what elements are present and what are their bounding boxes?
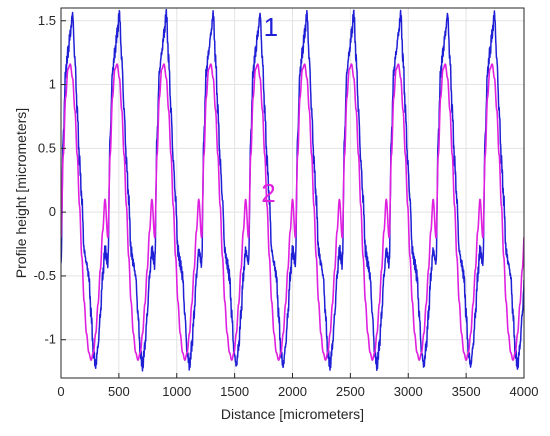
x-tick-label: 3500 bbox=[452, 384, 481, 399]
x-tick-label: 2000 bbox=[278, 384, 307, 399]
annotation-2: 2 bbox=[261, 178, 275, 208]
y-tick-label: 0 bbox=[49, 204, 56, 219]
annotation-1: 1 bbox=[264, 12, 278, 42]
x-tick-label: 1500 bbox=[220, 384, 249, 399]
x-tick-label: 4000 bbox=[510, 384, 539, 399]
tick-labels: 0 500 1000 1500 2000 2500 3000 3500 4000 -1 -0.5 0 0… bbox=[34, 13, 539, 399]
x-tick-label: 3000 bbox=[394, 384, 423, 399]
y-axis-label: Profile height [micrometers] bbox=[13, 108, 29, 278]
y-tick-label: 1.5 bbox=[38, 13, 56, 28]
x-axis-label: Distance [micrometers] bbox=[221, 406, 364, 422]
ticks bbox=[60, 20, 525, 378]
y-tick-label: -0.5 bbox=[34, 268, 56, 283]
x-tick-label: 0 bbox=[57, 384, 64, 399]
x-tick-label: 500 bbox=[108, 384, 130, 399]
x-tick-label: 1000 bbox=[162, 384, 191, 399]
x-tick-label: 2500 bbox=[336, 384, 365, 399]
y-tick-label: -1 bbox=[44, 332, 56, 347]
annotations: 12 bbox=[261, 12, 278, 208]
y-tick-label: 1 bbox=[49, 77, 56, 92]
series-line-2 bbox=[61, 63, 524, 361]
y-tick-label: 0.5 bbox=[38, 140, 56, 155]
series-group bbox=[61, 8, 524, 372]
series-line-1 bbox=[61, 8, 524, 372]
